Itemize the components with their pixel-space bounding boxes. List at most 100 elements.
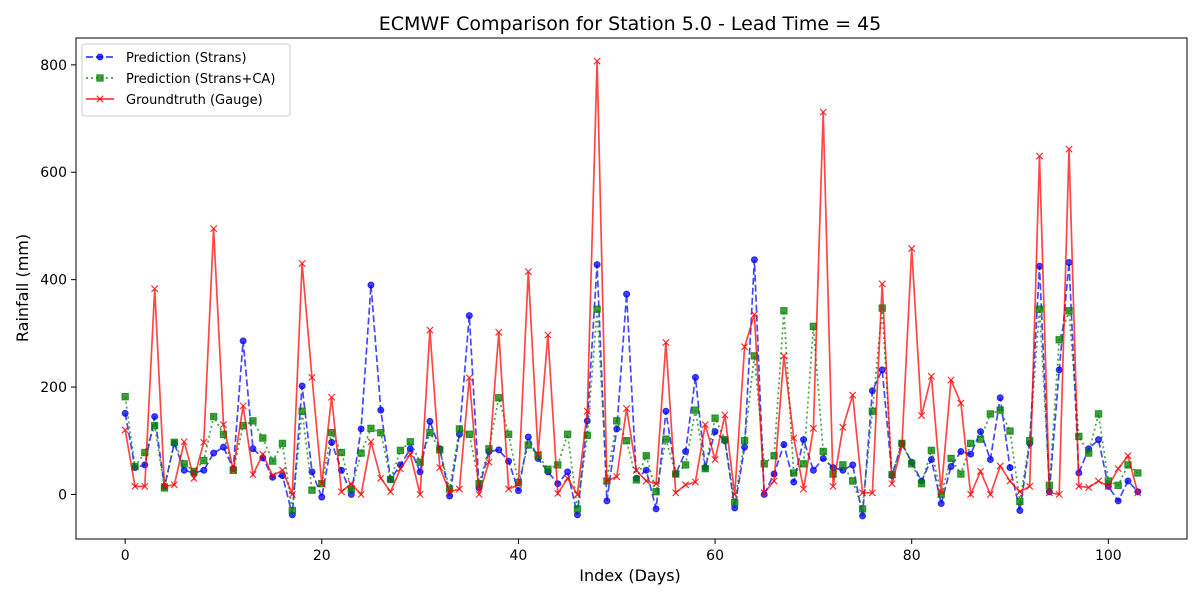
x-tick-label: 20 bbox=[313, 548, 331, 564]
data-point bbox=[799, 485, 808, 493]
data-point bbox=[1006, 477, 1014, 485]
data-point bbox=[308, 373, 316, 381]
data-point bbox=[1065, 307, 1073, 315]
data-point bbox=[1035, 152, 1044, 160]
data-point bbox=[662, 407, 670, 415]
data-point bbox=[927, 372, 935, 380]
y-tick-label: 400 bbox=[40, 273, 67, 289]
data-point bbox=[760, 489, 768, 497]
data-point bbox=[672, 470, 680, 478]
data-point bbox=[180, 460, 188, 468]
data-point bbox=[622, 437, 631, 445]
data-point bbox=[357, 449, 365, 457]
data-point bbox=[563, 474, 572, 482]
data-point bbox=[1114, 497, 1122, 505]
legend-label: Prediction (Strans+CA) bbox=[126, 72, 275, 87]
data-point bbox=[682, 447, 690, 455]
data-point bbox=[367, 281, 375, 289]
data-point bbox=[495, 328, 503, 336]
data-point bbox=[809, 322, 818, 331]
data-point bbox=[858, 505, 867, 513]
data-point bbox=[1036, 262, 1044, 270]
axis-ticks: 0 20 40 60 80 100 0 200 400 600 800 bbox=[40, 58, 1121, 564]
series-line-3 bbox=[124, 61, 1139, 498]
data-point bbox=[406, 450, 414, 458]
data-point bbox=[1016, 488, 1024, 496]
data-point bbox=[141, 482, 149, 491]
data-point bbox=[210, 449, 218, 457]
data-point bbox=[367, 438, 375, 446]
y-tick-label: 200 bbox=[40, 380, 67, 396]
data-point bbox=[485, 458, 493, 466]
data-point bbox=[819, 454, 827, 462]
data-point bbox=[1055, 336, 1063, 344]
data-point bbox=[1045, 489, 1053, 497]
data-point bbox=[377, 474, 385, 482]
data-point bbox=[623, 290, 631, 298]
data-point bbox=[1006, 427, 1014, 435]
data-point bbox=[534, 450, 542, 458]
legend-box bbox=[81, 43, 291, 117]
data-point bbox=[760, 460, 768, 468]
data-point bbox=[131, 482, 139, 491]
data-point bbox=[691, 406, 700, 414]
data-point bbox=[878, 280, 886, 288]
data-point bbox=[701, 464, 709, 473]
data-point bbox=[465, 374, 473, 382]
data-point bbox=[219, 420, 228, 429]
data-point bbox=[347, 480, 355, 488]
data-point bbox=[504, 485, 513, 493]
data-point bbox=[327, 428, 336, 437]
data-point bbox=[544, 331, 552, 339]
data-point bbox=[219, 430, 228, 438]
data-point bbox=[859, 512, 867, 520]
legend-item-3: Groundtruth (Gauge) bbox=[86, 93, 263, 108]
data-point bbox=[1075, 482, 1083, 491]
data-point bbox=[681, 481, 690, 489]
data-point bbox=[957, 447, 965, 455]
data-point bbox=[622, 404, 631, 413]
data-point bbox=[544, 465, 552, 473]
data-point bbox=[239, 402, 247, 410]
data-point bbox=[160, 482, 169, 491]
data-point bbox=[524, 433, 532, 441]
data-point bbox=[278, 439, 287, 448]
data-point bbox=[878, 366, 886, 374]
data-point bbox=[1094, 477, 1103, 485]
x-tick-label: 40 bbox=[510, 548, 528, 564]
data-point bbox=[917, 411, 926, 420]
data-point bbox=[819, 108, 827, 116]
data-point bbox=[947, 454, 955, 463]
axes-frame bbox=[75, 37, 1188, 540]
data-point bbox=[1124, 477, 1132, 485]
x-tick-label: 80 bbox=[903, 548, 921, 564]
data-point bbox=[151, 413, 159, 421]
legend-item-2: Prediction (Strans+CA) bbox=[86, 72, 275, 87]
data-point bbox=[190, 467, 198, 476]
data-point bbox=[908, 244, 916, 253]
data-point bbox=[613, 473, 621, 481]
data-point bbox=[770, 477, 778, 485]
data-point bbox=[937, 500, 945, 508]
data-point bbox=[917, 479, 926, 488]
data-point bbox=[259, 434, 267, 442]
data-point bbox=[150, 421, 159, 430]
data-point bbox=[141, 461, 149, 469]
data-point bbox=[613, 417, 621, 425]
data-point bbox=[573, 511, 581, 519]
data-point bbox=[249, 470, 257, 479]
data-point bbox=[819, 447, 827, 456]
data-point bbox=[957, 470, 965, 478]
data-point bbox=[593, 57, 601, 65]
data-point bbox=[269, 472, 277, 480]
data-point bbox=[249, 417, 257, 425]
data-point bbox=[967, 490, 975, 499]
data-point bbox=[868, 407, 877, 415]
data-point bbox=[455, 485, 464, 493]
data-point bbox=[790, 469, 798, 477]
data-point bbox=[328, 393, 336, 401]
data-point bbox=[927, 446, 936, 455]
data-point bbox=[632, 466, 641, 474]
data-point bbox=[652, 488, 660, 496]
data-point bbox=[790, 478, 798, 486]
